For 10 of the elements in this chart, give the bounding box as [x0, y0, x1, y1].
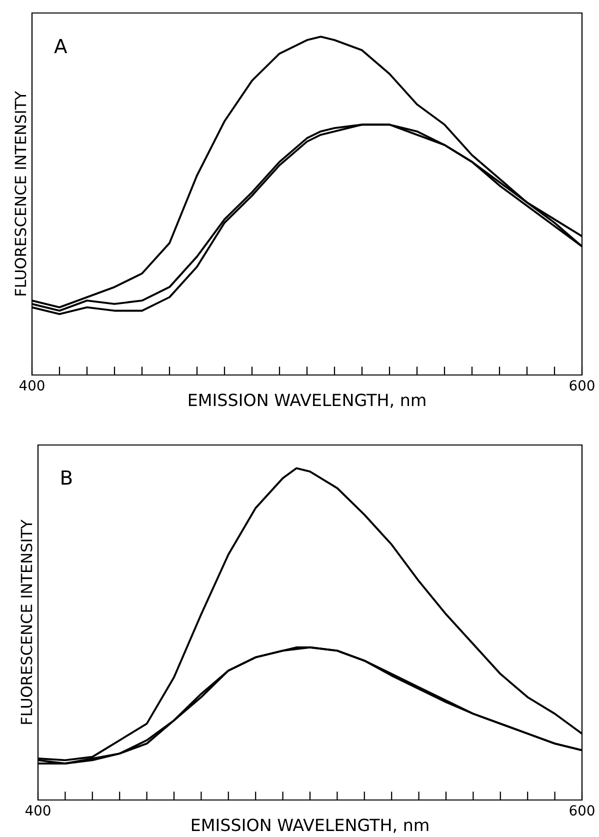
- annotation: A: [54, 38, 68, 54]
- y-axis-title: FLUORESCENCE INTENSITY: [20, 520, 32, 724]
- y-axis-title: FLUORESCENCE INTENSITY: [14, 91, 26, 296]
- x-axis-title: EMISSION WAVELENGTH, nm: [192, 818, 428, 833]
- annotation: B: [62, 470, 72, 485]
- x-tick-label: 400: [19, 380, 44, 391]
- x-tick-label: 600: [570, 380, 594, 391]
- x-tick-label: 600: [570, 805, 594, 816]
- x-axis-title: EMISSION WAVELENGTH, nm: [188, 394, 426, 408]
- x-tick-label: 400: [25, 805, 50, 816]
